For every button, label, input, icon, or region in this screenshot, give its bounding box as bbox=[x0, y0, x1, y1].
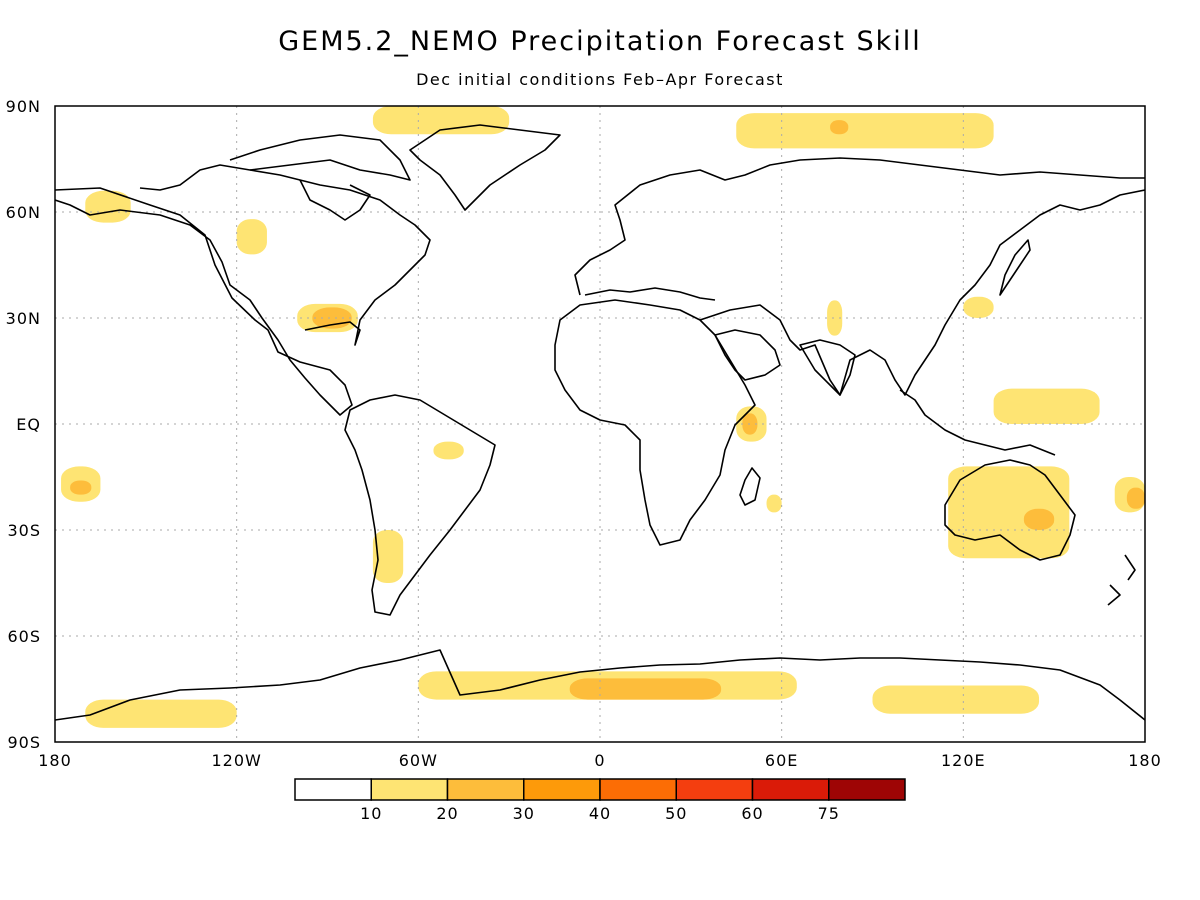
south-america bbox=[344, 394, 496, 616]
skill-region-6 bbox=[830, 120, 849, 135]
australia bbox=[944, 459, 1076, 561]
skill-region-4 bbox=[372, 106, 510, 135]
arabia bbox=[714, 329, 781, 381]
grid-lines bbox=[55, 106, 1145, 742]
skill-region-10 bbox=[1023, 508, 1055, 530]
lon-tick-label: 0 bbox=[594, 751, 605, 770]
colorbar-swatch bbox=[599, 778, 677, 801]
colorbar-label: 40 bbox=[589, 804, 611, 823]
colorbar-label: 20 bbox=[436, 804, 458, 823]
lat-tick-label: EQ bbox=[16, 415, 41, 434]
lat-tick-label: 60S bbox=[7, 627, 41, 646]
southeast-asia bbox=[899, 389, 1056, 456]
lat-tick-label: 30N bbox=[6, 309, 41, 328]
colorbar-label: 30 bbox=[513, 804, 535, 823]
skill-region-1 bbox=[569, 678, 722, 700]
mediterranean bbox=[584, 287, 716, 301]
map-subtitle: Dec initial conditions Feb–Apr Forecast bbox=[416, 70, 784, 89]
plot-frame bbox=[54, 105, 1146, 743]
skill-region-13 bbox=[766, 494, 782, 513]
skill-region-23 bbox=[963, 296, 994, 318]
greenland bbox=[409, 124, 561, 211]
colorbar-swatch bbox=[828, 778, 906, 801]
colorbar-label: 75 bbox=[818, 804, 840, 823]
skill-region-5 bbox=[736, 113, 994, 149]
lat-tick-label: 90N bbox=[6, 97, 41, 116]
lat-tick-label: 90S bbox=[7, 733, 41, 752]
skill-shading-layer bbox=[61, 106, 1145, 728]
lon-tick-label: 120W bbox=[211, 751, 261, 770]
lon-tick-label: 180 bbox=[1128, 751, 1162, 770]
colorbar-swatch bbox=[523, 778, 601, 801]
colorbar-label: 50 bbox=[665, 804, 687, 823]
north-america-coast bbox=[55, 187, 353, 416]
skill-region-15 bbox=[70, 480, 92, 495]
skill-region-9 bbox=[948, 466, 1070, 559]
colorbar-swatch bbox=[446, 778, 525, 801]
lat-tick-label: 30S bbox=[7, 521, 41, 540]
skill-region-19 bbox=[993, 388, 1100, 424]
madagascar bbox=[739, 467, 761, 506]
map-title: GEM5.2_NEMO Precipitation Forecast Skill bbox=[278, 26, 922, 57]
japan bbox=[999, 239, 1031, 296]
skill-region-17 bbox=[1126, 487, 1145, 509]
skill-region-3 bbox=[872, 685, 1040, 714]
lat-tick-label: 60N bbox=[6, 203, 41, 222]
europe bbox=[574, 157, 1145, 296]
lon-tick-label: 180 bbox=[38, 751, 72, 770]
colorbar: 10 20 30 40 50 60 75 bbox=[294, 778, 906, 823]
skill-region-22 bbox=[827, 300, 843, 336]
antarctica-coast bbox=[55, 649, 1145, 721]
asia-coast bbox=[699, 189, 1145, 396]
lon-tick-label: 120E bbox=[941, 751, 986, 770]
us-east-coast bbox=[139, 164, 431, 346]
lon-tick-label: 60W bbox=[399, 751, 438, 770]
skill-region-18 bbox=[372, 530, 404, 583]
new-zealand bbox=[1107, 554, 1136, 606]
colorbar-swatch bbox=[675, 778, 754, 801]
lon-tick-label: 60E bbox=[765, 751, 798, 770]
skill-region-21 bbox=[236, 219, 267, 255]
skill-region-24 bbox=[433, 441, 464, 460]
colorbar-swatch bbox=[751, 778, 830, 801]
hudson-bay bbox=[299, 179, 371, 221]
skill-region-2 bbox=[85, 699, 237, 728]
colorbar-label: 60 bbox=[741, 804, 763, 823]
india bbox=[799, 339, 856, 396]
colorbar-swatch bbox=[370, 778, 449, 801]
canadian-arctic bbox=[229, 134, 411, 181]
colorbar-swatch bbox=[294, 778, 372, 801]
colorbar-label: 10 bbox=[360, 804, 382, 823]
coastlines bbox=[55, 124, 1145, 721]
africa bbox=[554, 299, 756, 546]
